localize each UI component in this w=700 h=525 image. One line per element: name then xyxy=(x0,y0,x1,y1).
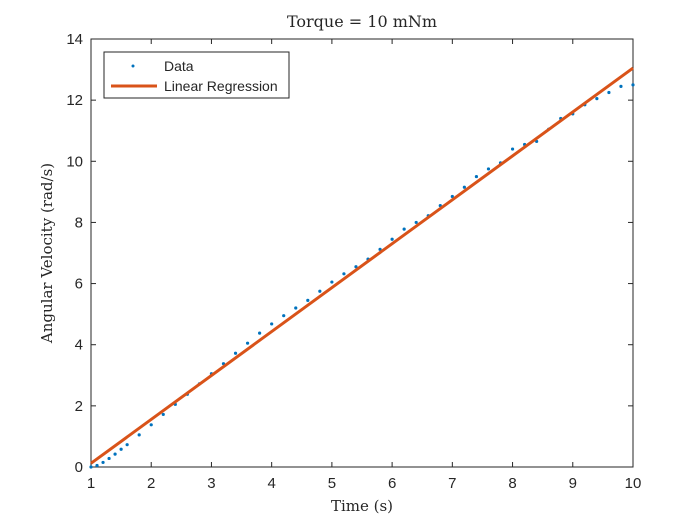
x-tick-label: 2 xyxy=(147,475,155,492)
data-point xyxy=(161,412,165,417)
data-point xyxy=(390,237,394,241)
data-point xyxy=(414,220,418,225)
x-axis-label: Time (s) xyxy=(331,497,393,515)
data-point xyxy=(125,443,129,447)
data-point xyxy=(119,447,123,451)
data-point xyxy=(510,147,515,151)
data-point xyxy=(137,433,141,437)
legend-box xyxy=(103,51,290,99)
y-tick-label: 0 xyxy=(75,459,83,476)
data-point xyxy=(354,265,358,269)
data-point xyxy=(318,289,322,293)
data-point xyxy=(107,456,111,461)
data-point xyxy=(282,314,286,318)
data-point xyxy=(245,341,250,345)
y-tick-label: 8 xyxy=(75,214,83,231)
legend: Data Linear Regression xyxy=(103,51,290,99)
y-tick-label: 14 xyxy=(66,31,83,48)
data-point xyxy=(342,272,346,276)
data-point xyxy=(113,452,117,456)
data-point xyxy=(474,174,479,179)
x-tick-label: 7 xyxy=(448,475,456,492)
x-tick-label: 5 xyxy=(328,475,336,492)
legend-label-regression: Linear Regression xyxy=(164,78,278,94)
data-point xyxy=(89,465,93,469)
data-point xyxy=(294,306,298,310)
data-point xyxy=(450,194,454,199)
x-tick-label: 6 xyxy=(388,475,396,492)
data-point xyxy=(330,280,334,284)
data-point xyxy=(233,351,238,355)
y-tick-label: 12 xyxy=(66,92,83,109)
data-point xyxy=(619,84,623,88)
data-point xyxy=(258,331,262,335)
x-tick-label: 3 xyxy=(207,475,215,492)
data-point xyxy=(101,460,105,465)
x-tick-label: 1 xyxy=(87,475,95,492)
legend-marker-data xyxy=(131,64,135,68)
data-point xyxy=(306,298,310,302)
data-point xyxy=(607,90,611,95)
regression-series xyxy=(90,66,634,465)
x-tick-label: 10 xyxy=(625,475,642,492)
y-tick-label: 6 xyxy=(75,276,83,293)
data-point xyxy=(595,97,599,101)
regression-line xyxy=(90,66,634,465)
data-point xyxy=(486,167,491,171)
x-tick-label: 4 xyxy=(267,475,275,492)
y-axis-label: Angular Velocity (rad/s) xyxy=(38,163,56,344)
chart-title: Torque = 10 mNm xyxy=(287,12,437,31)
y-tick-label: 2 xyxy=(75,398,83,415)
x-tick-label: 9 xyxy=(569,475,577,492)
data-point xyxy=(462,185,466,189)
data-point xyxy=(149,423,153,427)
data-point xyxy=(631,83,635,87)
data-point xyxy=(95,463,99,468)
y-tick-label: 4 xyxy=(75,337,83,354)
y-tick-label: 10 xyxy=(66,153,83,170)
legend-label-data: Data xyxy=(164,58,194,74)
x-tick-label: 8 xyxy=(508,475,516,492)
data-point xyxy=(270,322,274,326)
data-point xyxy=(402,227,406,231)
